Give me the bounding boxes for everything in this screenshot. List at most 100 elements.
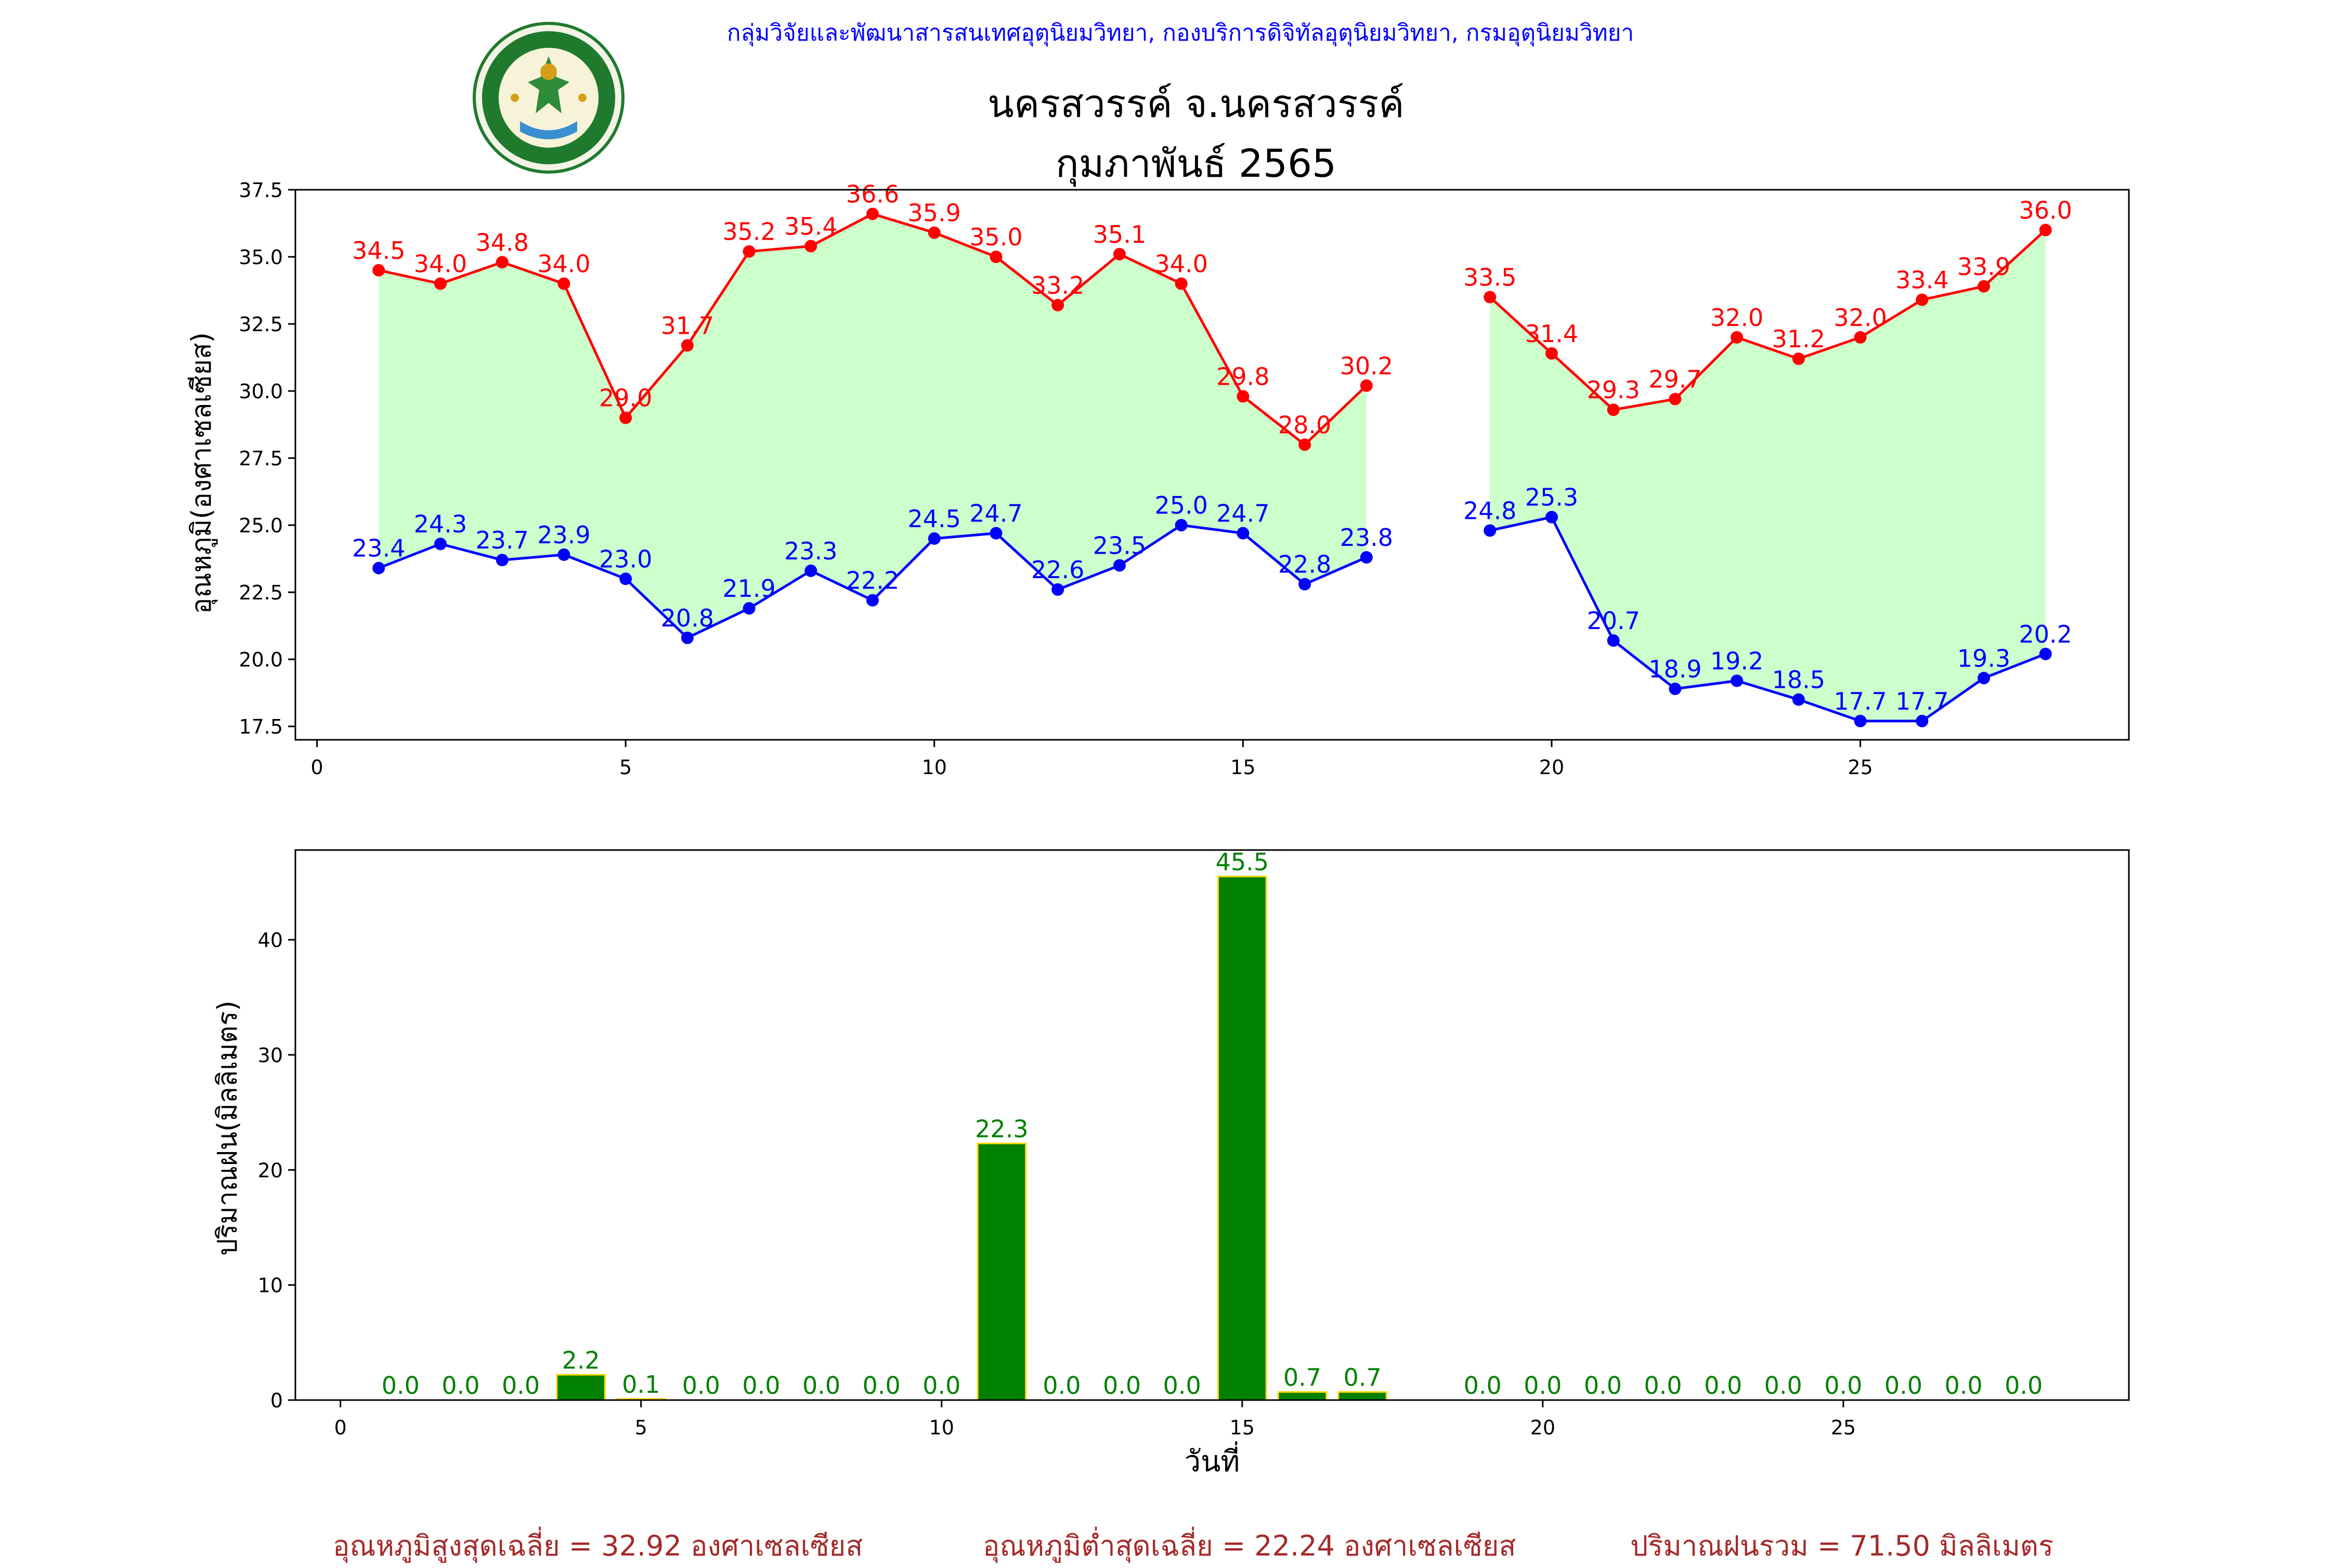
max-temperature-label: 29.7	[1648, 365, 1701, 394]
max-temperature-point	[1175, 277, 1188, 290]
rainfall-bar-label: 0.0	[1103, 1371, 1141, 1400]
min-temperature-label: 23.9	[537, 521, 590, 549]
rainfall-bar-label: 0.0	[1945, 1371, 1983, 1400]
rainfall-plot-frame	[294, 849, 2130, 1401]
max-temperature-point	[557, 277, 570, 290]
rainfall-bar-label: 0.0	[1584, 1371, 1622, 1400]
min-temperature-label: 23.8	[1340, 524, 1393, 552]
temperature-range-fill	[379, 214, 2046, 721]
rainfall-bar-label: 0.0	[1824, 1371, 1862, 1400]
max-temperature-point	[1792, 352, 1805, 365]
min-temperature-label: 20.8	[661, 604, 714, 632]
temperature-fill-segment	[379, 214, 1367, 638]
rainfall-bar	[1337, 1391, 1387, 1401]
max-temperature-label: 33.9	[1957, 253, 2010, 281]
rainfall-x-tick-label: 20	[1530, 1416, 1555, 1439]
max-temperature-line	[1489, 229, 2047, 411]
temperature-x-tick-label: 15	[1230, 756, 1255, 779]
charts-canvas: 34.5 34.0 34.8 34.0 29.0 31.7 35.2 35.4 36.6 35.9…	[186, 179, 2130, 1479]
max-temperature-point	[1237, 390, 1250, 403]
max-temperature-point	[1669, 393, 1682, 406]
max-temperature-label: 33.2	[1031, 271, 1084, 299]
min-temperature-point	[1607, 634, 1620, 647]
max-temperature-point	[372, 264, 385, 277]
period-title: กุมภาพันธ์ 2565	[1055, 141, 1337, 186]
min-temperature-label: 23.4	[352, 534, 405, 563]
max-temperature-label: 33.4	[1895, 266, 1948, 294]
min-temperature-point	[1978, 672, 1991, 685]
min-temperature-point	[1051, 583, 1064, 596]
max-temperature-label: 29.8	[1216, 362, 1269, 390]
rainfall-bar-label: 22.3	[975, 1115, 1028, 1143]
max-temperature-label: 31.4	[1525, 320, 1578, 348]
min-temperature-point	[990, 527, 1003, 540]
rainfall-bar-label: 0.7	[1343, 1364, 1381, 1392]
min-temperature-label: 20.2	[2019, 620, 2072, 648]
rainfall-bar-label: 0.0	[1704, 1371, 1742, 1400]
min-temperature-label: 22.2	[846, 567, 899, 595]
min-temperature-label: 23.3	[784, 537, 837, 565]
min-temperature-point	[496, 554, 509, 567]
rainfall-bars	[556, 876, 1387, 1401]
min-temperature-point	[434, 538, 447, 551]
rainfall-y-axis-label: ปริมาณฝน(มิลลิเมตร)	[212, 1000, 243, 1256]
temperature-y-tick-label: 22.5	[239, 581, 283, 604]
max-temperature-label: 31.7	[661, 311, 714, 339]
rainfall-bar-label: 0.0	[2005, 1371, 2043, 1400]
min-temperature-point	[743, 602, 756, 615]
rainfall-y-tick-label: 20	[258, 1159, 283, 1182]
max-temperature-point	[743, 245, 756, 258]
temperature-y-tick-label: 25.0	[239, 514, 283, 537]
min-temperature-point	[1360, 551, 1373, 564]
max-temperature-label: 28.0	[1278, 411, 1331, 439]
rainfall-bar-label: 45.5	[1216, 848, 1269, 876]
rainfall-y-tick-label: 40	[258, 929, 283, 952]
min-temperature-label: 23.0	[599, 545, 652, 573]
min-temperature-label: 25.0	[1154, 491, 1207, 519]
max-temperature-label: 35.9	[908, 199, 961, 227]
max-temperature-point	[681, 339, 694, 352]
min-temperature-label: 19.3	[1957, 644, 2010, 672]
min-temperature-point	[557, 548, 570, 561]
max-temperature-point	[928, 226, 941, 239]
avg-min-temperature: อุณหภูมิต่ำสุดเฉลี่ย = 22.24 องศาเซลเซีย…	[983, 1530, 1516, 1562]
max-temperature-label: 36.0	[2019, 196, 2072, 224]
max-temperature-point	[1298, 438, 1311, 451]
min-temperature-point	[1237, 527, 1250, 540]
total-rainfall: ปริมาณฝนรวม = 71.50 มิลลิเมตร	[1630, 1530, 2054, 1562]
rainfall-chart: 0.0 0.0 0.0 2.2 0.1 0.0 0.0 0.0 0.0 0.0 22.3 0.0 0.0…	[212, 848, 2130, 1479]
min-temperature-label: 24.3	[414, 510, 467, 538]
max-temperature-label: 29.0	[599, 384, 652, 412]
max-temperature-label: 35.4	[784, 212, 837, 240]
temperature-x-tick-label: 0	[310, 756, 323, 779]
min-temperature-point	[1731, 674, 1744, 687]
min-temperature-point	[372, 561, 385, 574]
rainfall-bar-label: 0.0	[1163, 1371, 1201, 1400]
temperature-y-tick-label: 35.0	[239, 246, 283, 269]
rainfall-bar-label: 0.0	[1644, 1371, 1682, 1400]
rainfall-x-tick-label: 15	[1230, 1416, 1255, 1439]
rainfall-bar-label: 0.0	[1884, 1371, 1922, 1400]
temperature-y-tick-label: 27.5	[239, 447, 283, 470]
min-temperature-line	[1489, 515, 2046, 723]
min-temperature-point	[1113, 559, 1126, 572]
min-temperature-label: 24.5	[908, 505, 961, 533]
max-temperature-label: 34.8	[476, 228, 529, 256]
rainfall-bar-label: 0.0	[1524, 1371, 1562, 1400]
min-temperature-label: 19.2	[1710, 647, 1763, 675]
max-temperature-point	[434, 277, 447, 290]
max-temperature-label: 34.0	[414, 250, 467, 278]
rainfall-bar-label: 0.0	[1043, 1371, 1081, 1400]
rainfall-data-labels: 0.0 0.0 0.0 2.2 0.1 0.0 0.0 0.0 0.0 0.0 22.3 0.0 0.0…	[382, 848, 2043, 1400]
max-temperature-point	[619, 411, 632, 424]
rainfall-bar-label: 0.0	[682, 1371, 720, 1400]
min-temperature-point	[1792, 693, 1805, 706]
rainfall-bar-label: 0.0	[802, 1371, 840, 1400]
max-temperature-point	[866, 207, 879, 220]
rainfall-bar	[1217, 876, 1267, 1401]
temperature-x-tick-label: 10	[922, 756, 947, 779]
max-temperature-label: 36.6	[846, 180, 899, 208]
min-temperature-label: 17.7	[1895, 687, 1948, 715]
rainfall-bar	[1277, 1391, 1328, 1401]
max-temperature-label: 33.5	[1463, 263, 1516, 291]
